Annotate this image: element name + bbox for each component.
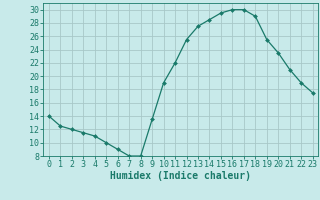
X-axis label: Humidex (Indice chaleur): Humidex (Indice chaleur)	[110, 171, 251, 181]
